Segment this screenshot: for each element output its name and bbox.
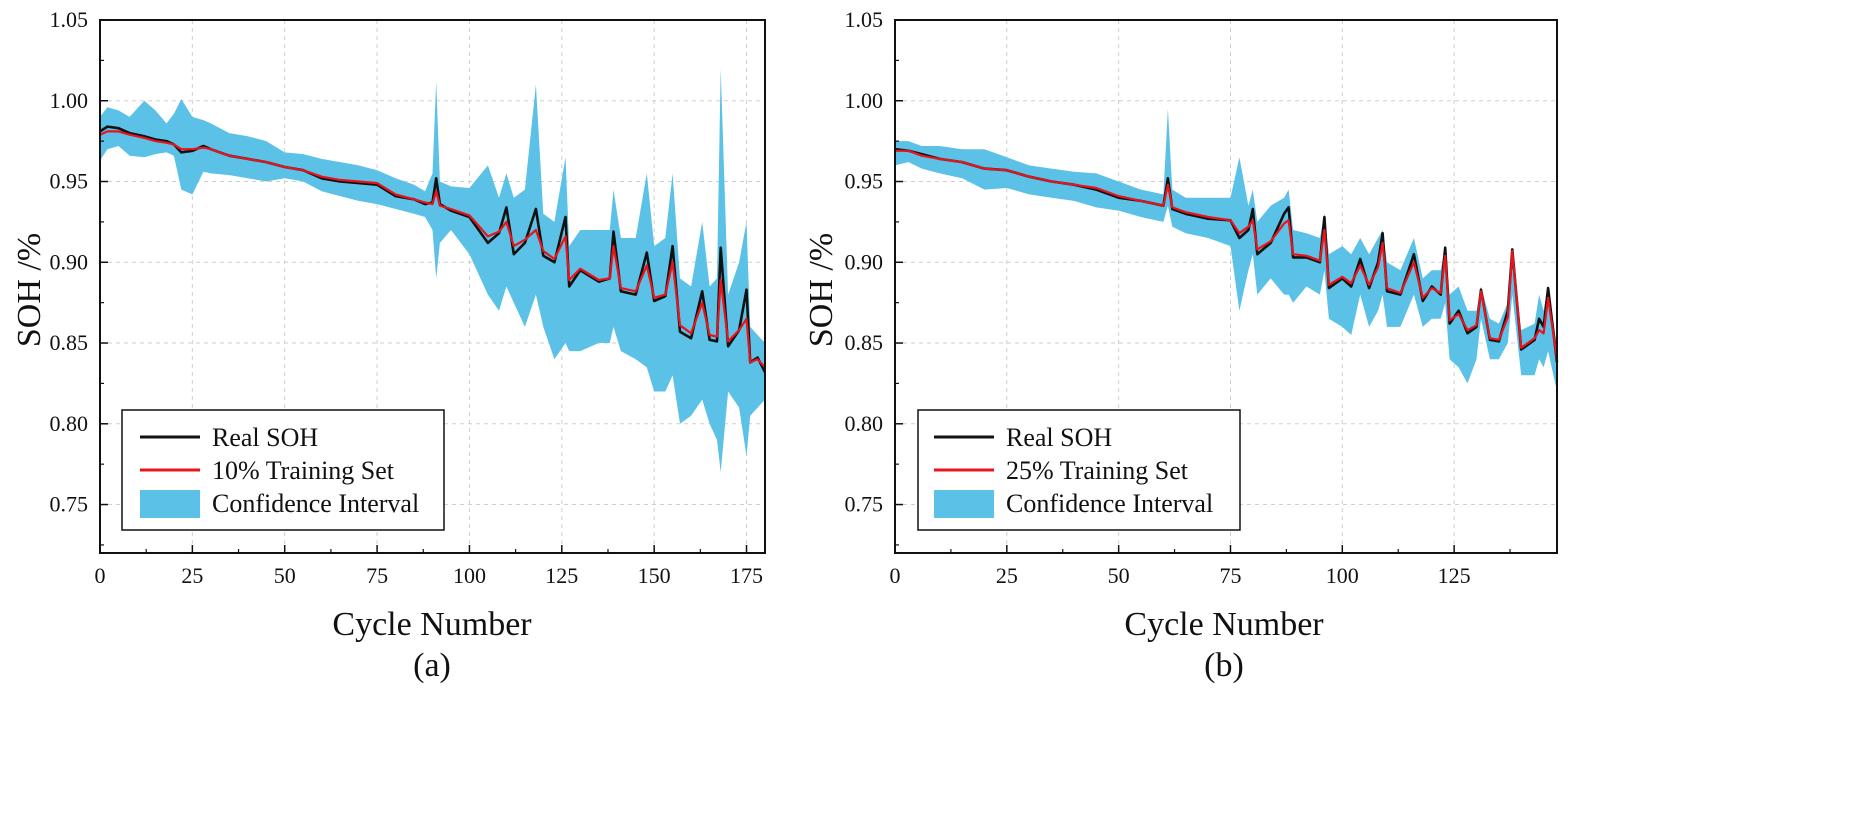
legend-pred-label-b: 25% Training Set bbox=[1006, 456, 1189, 485]
y-tick-label: 0.95 bbox=[845, 169, 884, 194]
legend-real-label-b: Real SOH bbox=[1006, 423, 1112, 452]
x-tick-label: 50 bbox=[274, 563, 296, 588]
training-set-line-b bbox=[895, 149, 1559, 360]
x-tick-label: 100 bbox=[453, 563, 486, 588]
x-tick-label: 175 bbox=[730, 563, 763, 588]
x-axis-label-a: Cycle Number bbox=[332, 606, 532, 643]
caption-a: (a) bbox=[413, 647, 451, 684]
confidence-band-a bbox=[100, 68, 765, 473]
y-tick-label: 0.80 bbox=[845, 411, 884, 436]
y-axis-label-a: SOH /% bbox=[11, 233, 48, 347]
y-tick-label: 0.75 bbox=[50, 492, 89, 517]
x-tick-label: 0 bbox=[95, 563, 106, 588]
plot-frame-a bbox=[99, 19, 766, 554]
x-tick-label: 150 bbox=[638, 563, 671, 588]
y-tick-label: 1.05 bbox=[50, 7, 89, 32]
legend-ci-label-b: Confidence Interval bbox=[1006, 489, 1213, 518]
x-tick-label: 125 bbox=[545, 563, 578, 588]
y-tick-label: 1.00 bbox=[50, 88, 89, 113]
x-tick-label: 125 bbox=[1438, 563, 1471, 588]
y-tick-label: 1.05 bbox=[845, 7, 884, 32]
panel-b: 0 25 50 75 100 125 0.75 0.80 0.85 0.90 0.95 1.00 1.0… bbox=[803, 7, 1559, 684]
x-tick-label: 50 bbox=[1108, 563, 1130, 588]
ticks-b: 0 25 50 75 100 125 0.75 0.80 0.85 0.90 0.95 1.00 1.0… bbox=[845, 7, 1511, 588]
x-tick-label: 25 bbox=[996, 563, 1018, 588]
y-tick-label: 0.85 bbox=[845, 330, 884, 355]
y-axis-label-b: SOH /% bbox=[803, 233, 840, 347]
x-tick-label: 100 bbox=[1326, 563, 1359, 588]
y-tick-label: 1.00 bbox=[845, 88, 884, 113]
legend-ci-swatch-a bbox=[140, 490, 200, 518]
y-tick-label: 0.80 bbox=[50, 411, 89, 436]
ticks-a: 0 25 50 75 100 125 150 175 0.75 0.80 0.85 0.90 0.95 1… bbox=[50, 7, 764, 588]
legend-ci-swatch-b bbox=[934, 490, 994, 518]
plot-frame-b bbox=[894, 19, 1558, 554]
legend-b: Real SOH 25% Training Set Confidence Int… bbox=[917, 409, 1241, 531]
legend-pred-label-a: 10% Training Set bbox=[212, 456, 395, 485]
panel-a: 0 25 50 75 100 125 150 175 0.75 0.80 0.85 0.90 0.95 1… bbox=[11, 7, 767, 684]
y-tick-label: 0.75 bbox=[845, 492, 884, 517]
confidence-band-b bbox=[895, 108, 1557, 392]
y-tick-label: 0.90 bbox=[845, 249, 884, 274]
legend-a: Real SOH 10% Training Set Confidence Int… bbox=[121, 409, 445, 531]
legend-ci-label-a: Confidence Interval bbox=[212, 489, 419, 518]
x-tick-label: 75 bbox=[1219, 563, 1241, 588]
y-tick-label: 0.85 bbox=[50, 330, 89, 355]
y-tick-label: 0.90 bbox=[50, 249, 89, 274]
caption-b: (b) bbox=[1204, 647, 1244, 684]
x-tick-label: 75 bbox=[366, 563, 388, 588]
x-axis-label-b: Cycle Number bbox=[1124, 606, 1324, 643]
legend-real-label-a: Real SOH bbox=[212, 423, 318, 452]
y-tick-label: 0.95 bbox=[50, 169, 89, 194]
x-tick-label: 0 bbox=[890, 563, 901, 588]
real-soh-line-a bbox=[99, 125, 767, 373]
x-tick-label: 25 bbox=[181, 563, 203, 588]
training-set-line-a bbox=[99, 130, 766, 369]
